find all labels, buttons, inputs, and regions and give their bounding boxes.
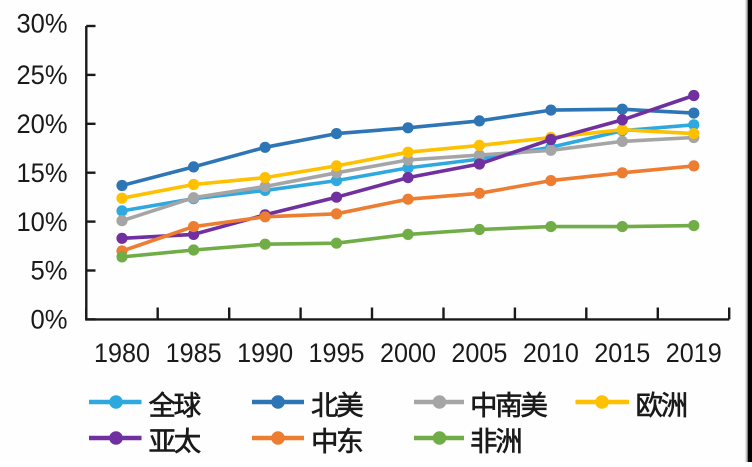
svg-text:25%: 25% — [17, 60, 68, 90]
svg-text:2019: 2019 — [666, 338, 722, 368]
svg-text:10%: 10% — [17, 207, 68, 237]
svg-text:20%: 20% — [17, 109, 68, 139]
svg-text:5%: 5% — [31, 256, 68, 286]
svg-text:1995: 1995 — [309, 338, 365, 368]
svg-text:30%: 30% — [17, 9, 68, 39]
svg-text:1980: 1980 — [94, 338, 150, 368]
svg-text:0%: 0% — [31, 305, 68, 335]
svg-text:1985: 1985 — [166, 338, 222, 368]
svg-text:2010: 2010 — [523, 338, 579, 368]
svg-text:15%: 15% — [17, 158, 68, 188]
svg-text:2015: 2015 — [594, 338, 650, 368]
svg-text:1990: 1990 — [237, 338, 293, 368]
svg-text:2005: 2005 — [451, 338, 507, 368]
svg-text:2000: 2000 — [380, 338, 436, 368]
